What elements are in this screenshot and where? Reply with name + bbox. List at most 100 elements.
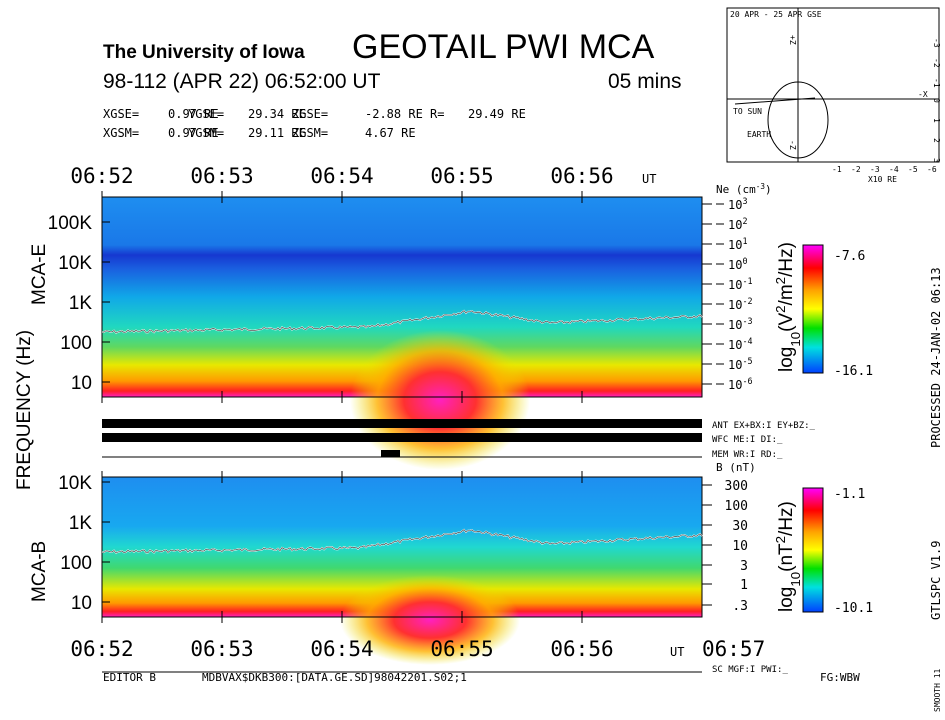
colorbar-max: -7.6 <box>834 249 865 264</box>
colorbar-max: -1.1 <box>834 487 865 502</box>
cb-text: (V <box>776 313 797 332</box>
trace-e <box>101 310 703 334</box>
colorbar-label: log10(nT2/Hz) <box>773 501 803 612</box>
colorbar-b <box>802 487 824 613</box>
ne-tick-label: 10-4 <box>728 336 753 352</box>
colorbar-label: log10(V2/m2/Hz) <box>773 242 803 372</box>
freq-tick-label: 10 <box>71 373 92 394</box>
mode-line: WFC ME:I DI:_ <box>712 435 783 445</box>
b-tick-label: 3 <box>740 559 748 574</box>
ne-tick-exp: 1 <box>742 236 747 246</box>
axis-label: FREQUENCY (Hz) <box>14 330 35 490</box>
footer-text: EDITOR B <box>103 671 156 684</box>
institution: The University of Iowa <box>103 42 305 63</box>
orbit-tick: -3 <box>932 38 941 48</box>
cb-exp: 2 <box>773 536 788 543</box>
time-tick-label: 06:54 <box>310 637 373 661</box>
ne-tick-exp: -1 <box>742 276 752 286</box>
duration: 05 mins <box>608 70 682 93</box>
colorbar-e <box>802 244 824 374</box>
time-tick-label: 06:57 <box>702 637 765 661</box>
ne-tick-label: 10-2 <box>728 296 753 312</box>
ne-tick-exp: 2 <box>742 216 747 226</box>
ne-tick-exp: -6 <box>742 376 752 386</box>
spectrogram-b <box>101 476 703 665</box>
cb-text: (nT <box>776 543 797 572</box>
position-label: XGSE= <box>103 107 139 121</box>
position-value: 4.67 RE <box>365 126 416 140</box>
orbit-tick: 2 <box>932 138 941 143</box>
orbit-tick: -6 <box>927 165 937 174</box>
side-label: SMOOTH 11 <box>933 668 942 712</box>
position-label: YGSM= <box>188 126 224 140</box>
spectrogram-e <box>101 196 703 470</box>
orbit-tick: -5 <box>908 165 918 174</box>
time-tick-label: 06:53 <box>190 164 253 188</box>
position-value: 0.97 RE <box>168 126 219 140</box>
ne-tick-exp: -2 <box>742 296 752 306</box>
b-tick-label: 30 <box>732 519 748 534</box>
b-label: B (nT) <box>716 461 756 474</box>
freq-tick-label: 1K <box>69 513 93 534</box>
time-unit: UT <box>642 172 656 186</box>
ne-tick-label: 10-1 <box>728 276 753 292</box>
position-value: 29.34 RE <box>248 107 306 121</box>
time-tick-label: 06:53 <box>190 637 253 661</box>
orbit-tick: 0 <box>932 98 941 103</box>
mode-line: ANT EX+BX:I EY+BZ:_ <box>712 421 816 431</box>
time-tick-label: 06:55 <box>430 637 493 661</box>
position-value: 29.11 RE <box>248 126 306 140</box>
cb-unit: log <box>776 587 797 612</box>
ne-label: Ne (cm-3) <box>716 182 772 197</box>
footer-text: MDBVAX$DKB300:[DATA.GE.SD]98042201.S02;1 <box>202 671 467 684</box>
orbit-tick: 1 <box>932 118 941 123</box>
cb-sub: 10 <box>788 332 803 347</box>
cb-sub: 10 <box>788 572 803 587</box>
orbit-tick: -1 <box>932 78 941 88</box>
ne-tick-label: 101 <box>728 236 748 252</box>
ne-tick-exp: -4 <box>742 336 752 346</box>
ne-tick-label: 103 <box>728 196 748 212</box>
side-label: GTLSPC V1.9 <box>929 541 943 620</box>
freq-tick-label: 100 <box>60 333 92 354</box>
cb-exp: 2 <box>773 277 788 284</box>
panel-label: MCA-B <box>29 541 50 602</box>
mode-line: MEM WR:I RD:_ <box>712 450 783 460</box>
cb-text: /Hz) <box>776 501 797 536</box>
orbit-tick: -4 <box>889 165 899 174</box>
time-tick-label: 06:56 <box>550 164 613 188</box>
position-value: -2.88 RE <box>365 107 423 121</box>
time-tick-label: 06:54 <box>310 164 373 188</box>
b-tick-label: 300 <box>725 479 748 494</box>
ne-tick-label: 102 <box>728 216 748 232</box>
ne-tick-label: 100 <box>728 256 748 272</box>
trace-b <box>101 529 703 554</box>
position-label: R= <box>430 107 444 121</box>
orbit-label: EARTH <box>747 130 771 139</box>
orbit-plot <box>726 7 940 163</box>
freq-tick-label: 100 <box>60 553 92 574</box>
ne-tick-label: 10-6 <box>728 376 753 392</box>
freq-tick-label: 10K <box>58 473 92 494</box>
side-label: PROCESSED 24-JAN-02 06:13 <box>929 267 943 448</box>
footer-text: SC MGF:I PWI:_ <box>712 665 788 675</box>
position-value: 29.49 RE <box>468 107 526 121</box>
time-tick-label: 06:55 <box>430 164 493 188</box>
colorbar-min: -16.1 <box>834 364 873 379</box>
panel-label: MCA-E <box>29 244 50 305</box>
footer-text: FG:WBW <box>820 671 860 684</box>
ne-tick-label: 10-5 <box>728 356 753 372</box>
time-unit: UT <box>670 645 684 659</box>
date-line: 98-112 (APR 22) 06:52:00 UT <box>103 70 381 93</box>
freq-tick-label: 1K <box>69 293 93 314</box>
ne-tick-exp: -3 <box>742 316 752 326</box>
b-tick-label: 1 <box>740 578 748 593</box>
position-label: ZGSE= <box>292 107 328 121</box>
orbit-label: TO SUN <box>733 107 762 116</box>
b-tick-label: .3 <box>732 599 748 614</box>
orbit-label: -Z <box>788 140 797 150</box>
ne-tick-exp: 0 <box>742 256 747 266</box>
ne-exp: -3 <box>756 182 766 191</box>
freq-tick-label: 100K <box>48 213 93 234</box>
